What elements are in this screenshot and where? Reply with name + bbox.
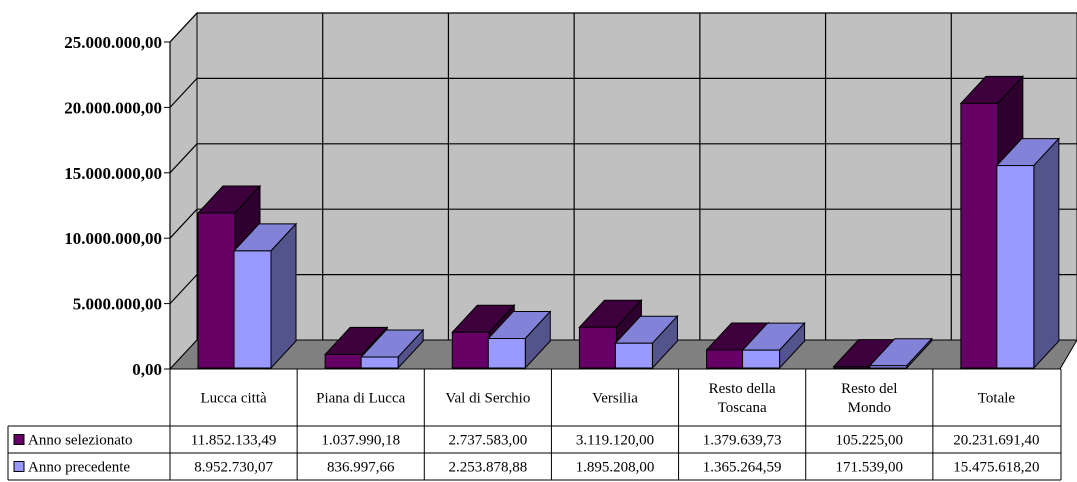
data-label: 2.737.583,00 <box>448 433 527 449</box>
category-label: Piana di Lucca <box>316 391 405 407</box>
data-table: Lucca città Piana di Lucca Val di Serchio V… <box>7 368 1062 481</box>
bar-anno-precedente <box>868 337 933 370</box>
bar-anno-precedente <box>232 222 298 370</box>
bar-front <box>487 338 526 369</box>
bar-anno-precedente <box>995 137 1061 370</box>
legend-swatch <box>13 434 25 445</box>
y-tick-label: 15.000.000,00 <box>64 164 162 183</box>
y-tick-label: 0,00 <box>132 360 162 379</box>
legend-label: Anno selezionato <box>28 433 133 449</box>
data-label: 1.379.639,73 <box>703 433 782 449</box>
bar-front <box>197 212 236 369</box>
category-label: Val di Serchio <box>445 391 530 407</box>
data-label: 105.225,00 <box>836 433 904 449</box>
category-label: Totale <box>978 391 1016 407</box>
category-label: Lucca città <box>200 391 267 407</box>
category-label: Mondo <box>848 400 891 416</box>
back-wall <box>196 12 1077 341</box>
bar-anno-precedente <box>359 328 425 370</box>
bar-anno-precedente <box>741 321 806 370</box>
data-label: 1.037.990,18 <box>321 433 400 449</box>
bar-front <box>833 366 872 369</box>
bar-front <box>742 349 781 369</box>
y-tick-label: 25.000.000,00 <box>64 33 162 52</box>
data-label: 8.952.730,07 <box>194 460 273 476</box>
gridline-side <box>169 77 198 108</box>
side-wall <box>169 11 198 371</box>
bar-side <box>1033 137 1060 370</box>
gridlines <box>169 12 1077 340</box>
bar-front <box>360 356 399 369</box>
data-label: 171.539,00 <box>836 460 904 476</box>
legend-swatch <box>13 461 25 472</box>
bars <box>196 75 1061 370</box>
gridline-side <box>169 208 198 239</box>
bar-anno-precedente <box>487 310 552 370</box>
category-label: Resto del <box>841 381 897 397</box>
bar-anno-precedente <box>614 314 679 370</box>
data-label: 1.365.264,59 <box>703 460 782 476</box>
y-tick-label: 20.000.000,00 <box>64 98 162 117</box>
data-label: 836.997,66 <box>327 460 395 476</box>
data-label: 11.852.133,49 <box>191 433 277 449</box>
bar-front <box>324 353 363 369</box>
bar-front <box>960 102 999 369</box>
bar-front <box>614 342 653 369</box>
bar-front <box>869 365 908 369</box>
y-tick-label: 10.000.000,00 <box>64 229 162 248</box>
data-label: 1.895.208,00 <box>576 460 655 476</box>
data-label: 3.119.120,00 <box>576 433 654 449</box>
bar-front <box>451 331 490 369</box>
data-label: 15.475.618,20 <box>953 460 1039 476</box>
bar-front <box>233 250 272 369</box>
gridline-side <box>169 12 198 43</box>
category-label: Versilia <box>592 391 638 407</box>
category-label: Resto della <box>709 381 776 397</box>
gridline-side <box>169 274 198 305</box>
bar-front <box>706 349 745 369</box>
data-label: 20.231.691,40 <box>953 433 1039 449</box>
data-label: 2.253.878,88 <box>448 460 527 476</box>
y-axis: 0,00 5.000.000,00 10.000.000,00 15.000.000,… <box>64 33 171 379</box>
bar-front <box>578 326 617 369</box>
category-label: Toscana <box>718 400 767 416</box>
gridline-side <box>169 143 198 174</box>
y-tick-label: 5.000.000,00 <box>73 295 162 314</box>
legend-label: Anno precedente <box>28 460 130 476</box>
bar-front <box>996 165 1035 369</box>
